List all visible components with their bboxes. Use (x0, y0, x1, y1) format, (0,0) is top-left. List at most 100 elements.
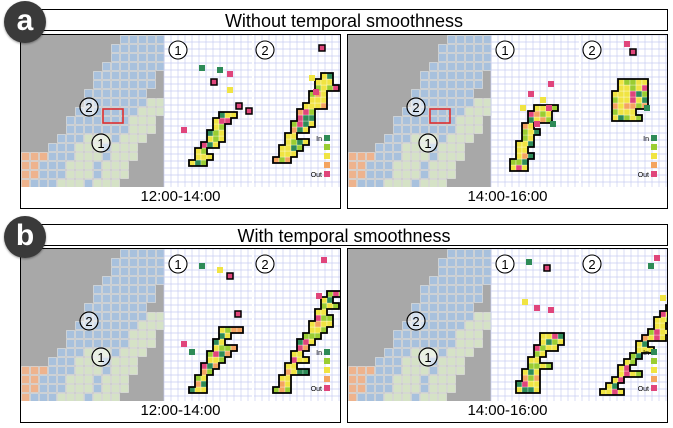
svg-text:1: 1 (97, 136, 104, 151)
map-cell (120, 53, 129, 62)
map-cell (93, 366, 102, 375)
map-cell (102, 312, 111, 321)
map-cell (84, 375, 93, 384)
map-cell (465, 348, 474, 357)
map-cell (111, 366, 120, 375)
cluster-cell (641, 90, 649, 98)
map-cell (57, 366, 66, 375)
map-cell (393, 330, 402, 339)
map-cell (21, 384, 30, 393)
map-cell (21, 152, 30, 161)
map-cell (420, 152, 429, 161)
map-cell (429, 339, 438, 348)
map-cell (447, 276, 456, 285)
map-cell (402, 134, 411, 143)
map-cell (48, 143, 57, 152)
map-cell (393, 116, 402, 125)
map-cell (111, 384, 120, 393)
in-out-legend: In Out (638, 135, 657, 179)
map-cell (66, 161, 75, 170)
map-cell (456, 125, 465, 134)
map-cell (66, 125, 75, 134)
cluster-cell (338, 290, 340, 298)
map-cell (420, 393, 429, 401)
map-cell (420, 89, 429, 98)
map-cell (120, 384, 129, 393)
map-cell (129, 35, 138, 44)
map-cell (402, 339, 411, 348)
map-cell (138, 303, 147, 312)
map-cell (402, 170, 411, 179)
map-cell (57, 348, 66, 357)
cluster-cell (533, 356, 541, 364)
map-cell (30, 161, 39, 170)
svg-text:2: 2 (261, 43, 268, 58)
cluster-region-2 (599, 304, 667, 396)
region-2-label: 2 (582, 40, 602, 60)
map-cell (75, 170, 84, 179)
map-cell (147, 321, 156, 330)
map-cell (357, 161, 366, 170)
map-cell (438, 71, 447, 80)
map-cell (93, 170, 102, 179)
map-cell (411, 366, 420, 375)
map-cell (375, 357, 384, 366)
map-cell (120, 267, 129, 276)
map-cell (384, 384, 393, 393)
stray-cell (644, 105, 650, 111)
map-cell (84, 152, 93, 161)
map-cell (102, 330, 111, 339)
map-cell (447, 35, 456, 44)
map-cell (456, 330, 465, 339)
map-cell (429, 285, 438, 294)
map-cell (120, 294, 129, 303)
region-map: 21 (348, 35, 492, 187)
map-cell (474, 116, 483, 125)
map-cell (21, 161, 30, 170)
map-cell (84, 366, 93, 375)
map-cell (465, 116, 474, 125)
map-cell (84, 303, 93, 312)
section-a-badge: a (4, 1, 46, 43)
stray-cell (520, 105, 526, 111)
map-cell (138, 71, 147, 80)
map-cell (111, 98, 120, 107)
stray-cell (199, 263, 205, 269)
map-cell (156, 44, 165, 53)
map-cell (57, 170, 66, 179)
map-cell (465, 53, 474, 62)
map-cell (57, 134, 66, 143)
map-cell (57, 161, 66, 170)
legend-out-label: Out (311, 172, 322, 179)
cluster-cell (527, 362, 535, 370)
map-cell (48, 152, 57, 161)
map-cell (138, 116, 147, 125)
map-cell (402, 330, 411, 339)
map-cell (366, 366, 375, 375)
cluster-cell (611, 108, 619, 116)
map-cell (393, 348, 402, 357)
stray-cell (199, 65, 205, 71)
map-cell (429, 71, 438, 80)
map-cell (366, 161, 375, 170)
map-cell (348, 393, 357, 401)
map-cell (402, 375, 411, 384)
map-cell (456, 143, 465, 152)
map-cell (465, 62, 474, 71)
cluster-cell (623, 364, 631, 372)
in-out-legend: In Out (638, 349, 657, 393)
cluster-cell (521, 146, 529, 154)
map-cell (456, 267, 465, 276)
map-cell (111, 170, 120, 179)
map-cell (357, 152, 366, 161)
map-cell (84, 384, 93, 393)
map-cell (465, 276, 474, 285)
map-cell (483, 53, 492, 62)
map-cell (66, 143, 75, 152)
region-1-label: 1 (168, 40, 188, 60)
map-cell (102, 384, 111, 393)
map-cell (120, 143, 129, 152)
map-cell (456, 312, 465, 321)
map-cell (438, 80, 447, 89)
map-cell (474, 339, 483, 348)
